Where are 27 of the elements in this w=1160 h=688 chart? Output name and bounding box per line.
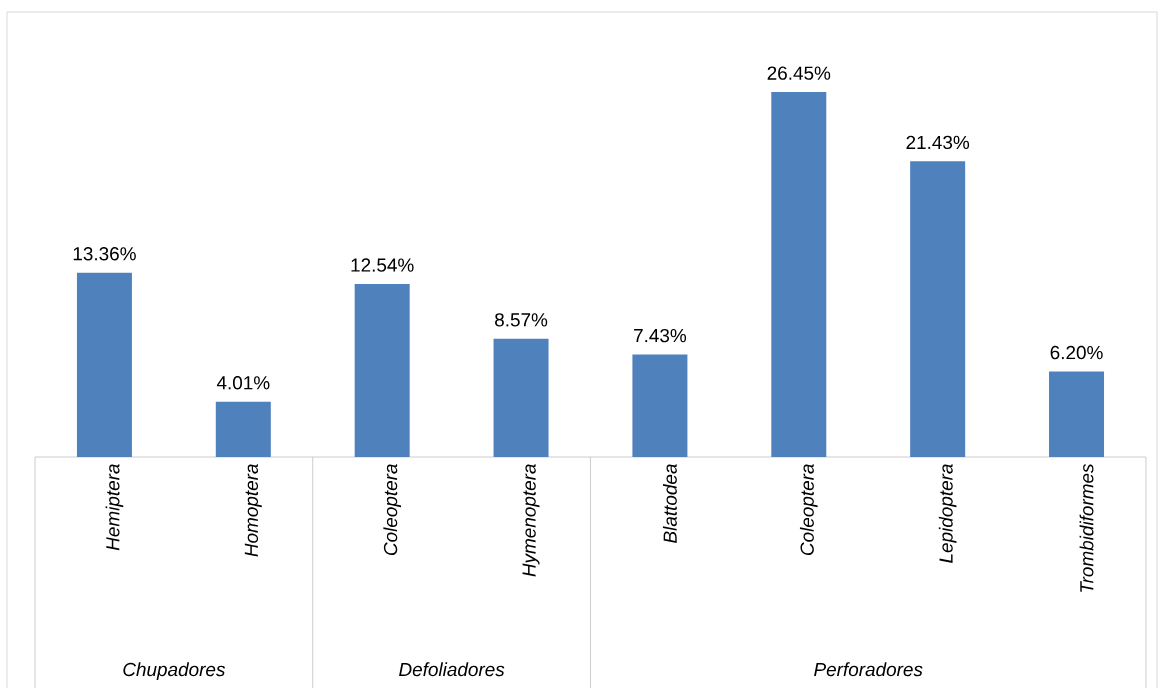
bar	[76, 272, 132, 457]
x-tick-label: Trombidiformes	[1079, 463, 1094, 592]
x-tick-label: Coleoptera	[383, 464, 401, 556]
bar	[354, 283, 410, 457]
data-label: 21.43%	[906, 135, 970, 150]
data-label: 6.20%	[1050, 345, 1103, 360]
bar	[910, 161, 966, 457]
x-tick-label: Coleoptera	[799, 464, 818, 556]
x-tick-label: Lepidoptera	[938, 464, 957, 563]
data-label: 26.45%	[767, 66, 831, 80]
data-label: 8.57%	[495, 313, 548, 327]
data-label: 7.43%	[634, 328, 687, 343]
bar	[771, 92, 827, 457]
x-tick-label: Blattodea	[662, 464, 677, 543]
text: Chupadores	[123, 662, 226, 680]
text: Defoliadores	[399, 662, 505, 677]
x-tick-label: Homoptera	[244, 464, 262, 557]
data-label: 13.36%	[73, 247, 136, 261]
bar	[1049, 371, 1105, 457]
data-label: 12.54%	[351, 258, 414, 272]
bar	[632, 354, 688, 457]
bar	[215, 401, 271, 457]
bar	[493, 338, 549, 457]
x-tick-label: Hemiptera	[105, 464, 124, 551]
data-label: 4.01%	[216, 376, 270, 390]
x-tick-label: Hymenoptera	[522, 464, 540, 577]
text: Perforadores	[814, 662, 923, 677]
